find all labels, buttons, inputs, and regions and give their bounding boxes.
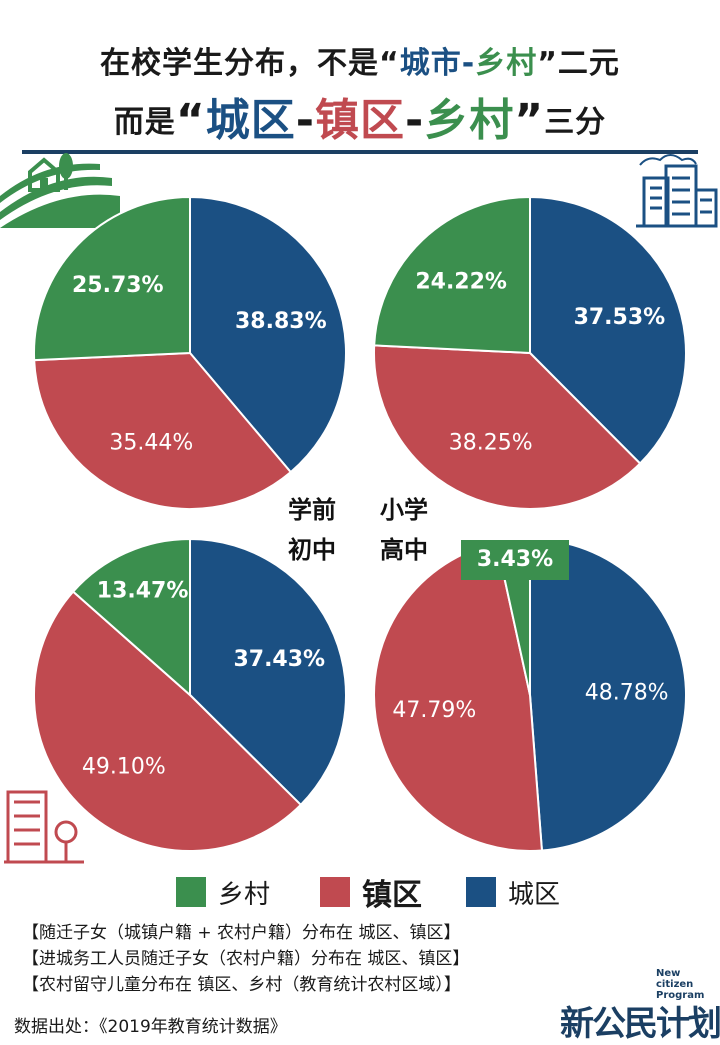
legend-item-rural: 乡村	[176, 872, 270, 912]
legend-swatch-urban	[466, 877, 496, 907]
pie-senior-slice-urban	[529, 537, 687, 852]
title-dash: -	[405, 95, 425, 146]
data-source: 数据出处：《2019年教育统计数据》	[14, 1017, 287, 1037]
legend-swatch-rural	[176, 877, 206, 907]
logo-english-line: Program	[656, 990, 705, 1001]
pie-primary-label-town: 38.25%	[449, 430, 533, 455]
notes: 【随迁子女（城镇户籍 + 农村户籍）分布在 城区、镇区】 【进城务工人员随迁子女…	[22, 920, 469, 998]
pie-junior-label-urban: 37.43%	[233, 647, 325, 672]
pie-preschool-label-rural: 25.73%	[72, 273, 164, 298]
farm-icon	[0, 153, 120, 228]
title-text: 而是	[113, 105, 176, 140]
pie-primary-label-urban: 37.53%	[574, 305, 666, 330]
title-dash: -	[461, 46, 476, 81]
pie-primary-slice-town	[373, 344, 642, 510]
stage-label-senior: 高中	[380, 536, 428, 564]
title-line-2: 而是“城区-镇区-乡村”三分	[0, 84, 720, 148]
legend-item-town: 镇区	[320, 872, 422, 913]
city-buildings-icon	[636, 154, 718, 228]
title-text: 三分	[544, 105, 607, 140]
title-divider	[22, 150, 698, 154]
stage-label-primary: 小学	[380, 496, 428, 524]
title-quote: “	[175, 95, 206, 146]
title-quote: ”	[514, 95, 545, 146]
pie-junior-slice-town	[33, 590, 303, 852]
note-line: 【进城务工人员随迁子女（农村户籍）分布在 城区、镇区】	[22, 949, 470, 969]
legend-item-urban: 城区	[466, 872, 560, 912]
pie-junior-label-rural: 13.47%	[97, 579, 189, 604]
title-text: 在校学生分布，不是“	[100, 46, 400, 81]
pie-senior-slice-town	[373, 541, 544, 852]
title-word-city: 城市	[399, 46, 462, 81]
note-line: 【农村留守儿童分布在 镇区、乡村（教育统计农村区域）】	[22, 975, 461, 995]
title-dash: -	[295, 95, 315, 146]
pie-senior-label-urban: 48.78%	[585, 680, 669, 705]
title-text: ”二元	[537, 46, 620, 81]
title-word-town: 镇区	[315, 95, 405, 146]
office-building-icon	[4, 790, 84, 864]
pie-junior-slice-urban	[189, 537, 347, 807]
stage-label-junior: 初中	[288, 536, 336, 564]
legend-swatch-town	[320, 877, 350, 907]
pie-preschool-slice-town	[33, 351, 293, 510]
senior-rural-badge: 3.43%	[461, 540, 569, 580]
legend: 乡村 镇区 城区	[0, 872, 720, 913]
stage-label-preschool: 学前	[288, 496, 336, 524]
note-line: 【随迁子女（城镇户籍 + 农村户籍）分布在 城区、镇区】	[22, 923, 461, 943]
legend-label-town: 镇区	[362, 878, 422, 913]
pie-primary-label-rural: 24.22%	[415, 270, 507, 295]
pie-preschool-slice-rural	[33, 195, 191, 362]
pie-junior-slice-rural	[71, 537, 191, 698]
pie-preschool-slice-urban	[189, 195, 347, 474]
logo: 新公民计划	[560, 1004, 720, 1044]
title-word-rural: 乡村	[424, 95, 515, 146]
pie-primary-slice-urban	[529, 195, 687, 465]
pie-preschool-label-town: 35.44%	[109, 431, 193, 456]
logo-english-line: New citizen	[656, 968, 694, 990]
pie-junior-label-town: 49.10%	[82, 755, 166, 780]
legend-label-rural: 乡村	[218, 879, 271, 910]
pie-primary-slice-rural	[373, 195, 531, 355]
title-word-rural: 乡村	[475, 46, 538, 81]
logo-english: New citizen Program	[656, 968, 720, 1001]
title-line-1: 在校学生分布，不是“城市-乡村”二元	[0, 38, 720, 82]
pie-preschool-label-urban: 38.83%	[235, 309, 327, 334]
pie-senior-label-town: 47.79%	[392, 698, 476, 723]
title-word-urban: 城区	[205, 95, 296, 146]
legend-label-urban: 城区	[508, 879, 561, 910]
